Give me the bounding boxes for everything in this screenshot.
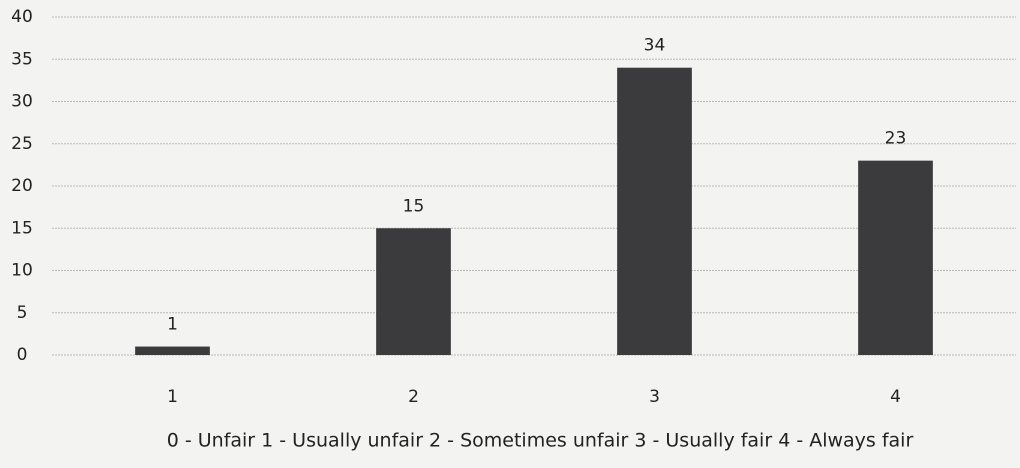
x-tick-label: 2: [408, 387, 419, 407]
y-tick-label: 30: [11, 92, 33, 112]
data-label: 34: [644, 36, 666, 56]
bar: [376, 228, 451, 355]
bar: [858, 160, 933, 355]
y-tick-label: 25: [11, 134, 33, 154]
data-label: 23: [885, 129, 907, 149]
x-axis-title: 0 - Unfair 1 - Usually unfair 2 - Someti…: [167, 430, 914, 452]
y-tick-label: 35: [11, 49, 33, 69]
y-tick-label: 40: [11, 7, 33, 27]
data-label: 15: [403, 196, 425, 216]
x-tick-label: 3: [649, 387, 660, 407]
x-tick-label: 1: [167, 387, 178, 407]
y-tick-label: 5: [17, 303, 28, 323]
y-tick-label: 15: [11, 218, 33, 238]
bar: [135, 346, 210, 355]
y-tick-label: 10: [11, 261, 33, 281]
y-tick-label: 20: [11, 176, 33, 196]
x-tick-label: 4: [890, 387, 901, 407]
data-label: 1: [167, 315, 178, 335]
y-tick-label: 0: [17, 345, 28, 365]
bar: [617, 67, 692, 355]
